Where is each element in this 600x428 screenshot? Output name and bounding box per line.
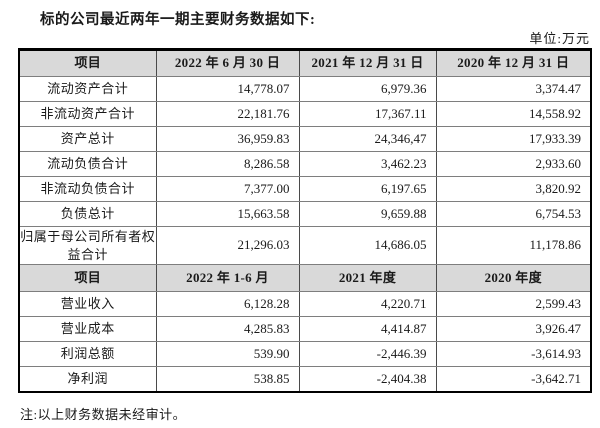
value-cell: 17,933.39 [435, 126, 592, 152]
table-row: 营业成本 4,285.83 4,414.87 3,926.47 [18, 316, 592, 343]
value-cell: -2,404.38 [298, 366, 437, 393]
value-cell: 3,926.47 [435, 316, 592, 343]
table-row: 负债总计 15,663.58 9,659.88 6,754.53 [18, 201, 592, 227]
row-label: 利润总额 [18, 341, 157, 368]
balance-sheet-header-row: 项目 2022 年 6 月 30 日 2021 年 12 月 31 日 2020… [18, 49, 592, 77]
row-label: 负债总计 [18, 201, 157, 227]
value-cell: 17,367.11 [298, 101, 437, 127]
row-label: 营业成本 [18, 316, 157, 343]
value-cell: 22,181.76 [155, 101, 300, 127]
row-label: 净利润 [18, 366, 157, 393]
income-statement-header-row: 项目 2022 年 1-6 月 2021 年度 2020 年度 [18, 264, 592, 293]
row-label: 流动资产合计 [18, 76, 157, 102]
value-cell: 14,686.05 [298, 225, 437, 266]
table-row: 流动资产合计 14,778.07 6,979.36 3,374.47 [18, 76, 592, 102]
row-label: 归属于母公司所有者权益合计 [18, 225, 157, 266]
column-header: 2022 年 6 月 30 日 [155, 49, 300, 77]
value-cell: 539.90 [155, 341, 300, 368]
table-row: 营业收入 6,128.28 4,220.71 2,599.43 [18, 291, 592, 318]
table-row: 非流动负债合计 7,377.00 6,197.65 3,820.92 [18, 176, 592, 202]
value-cell: 21,296.03 [155, 225, 300, 266]
column-header: 2022 年 1-6 月 [155, 264, 300, 293]
value-cell: 11,178.86 [435, 225, 592, 266]
value-cell: 2,599.43 [435, 291, 592, 318]
table-row: 非流动资产合计 22,181.76 17,367.11 14,558.92 [18, 101, 592, 127]
table-row: 净利润 538.85 -2,404.38 -3,642.71 [18, 366, 592, 393]
value-cell: 6,979.36 [298, 76, 437, 102]
column-header: 2020 年 12 月 31 日 [435, 49, 592, 77]
value-cell: 24,346,47 [298, 126, 437, 152]
value-cell: 3,374.47 [435, 76, 592, 102]
value-cell: 9,659.88 [298, 201, 437, 227]
value-cell: -3,642.71 [435, 366, 592, 393]
row-label: 非流动负债合计 [18, 176, 157, 202]
table-row: 归属于母公司所有者权益合计 21,296.03 14,686.05 11,178… [18, 225, 592, 266]
table-row: 流动负债合计 8,286.58 3,462.23 2,933.60 [18, 151, 592, 177]
value-cell: -2,446.39 [298, 341, 437, 368]
financial-data-table: 项目 2022 年 6 月 30 日 2021 年 12 月 31 日 2020… [18, 48, 592, 393]
value-cell: 14,558.92 [435, 101, 592, 127]
value-cell: 4,220.71 [298, 291, 437, 318]
page-title: 标的公司最近两年一期主要财务数据如下: [40, 12, 316, 28]
value-cell: 4,285.83 [155, 316, 300, 343]
value-cell: 36,959.83 [155, 126, 300, 152]
value-cell: 8,286.58 [155, 151, 300, 177]
value-cell: 15,663.58 [155, 201, 300, 227]
value-cell: 4,414.87 [298, 316, 437, 343]
value-cell: 3,820.92 [435, 176, 592, 202]
unit-label: 单位:万元 [529, 31, 590, 46]
column-header: 2021 年度 [298, 264, 437, 293]
value-cell: -3,614.93 [435, 341, 592, 368]
value-cell: 6,128.28 [155, 291, 300, 318]
value-cell: 6,197.65 [298, 176, 437, 202]
column-header: 2021 年 12 月 31 日 [298, 49, 437, 77]
table-row: 利润总额 539.90 -2,446.39 -3,614.93 [18, 341, 592, 368]
value-cell: 14,778.07 [155, 76, 300, 102]
column-header: 2020 年度 [435, 264, 592, 293]
column-header: 项目 [18, 264, 157, 293]
value-cell: 3,462.23 [298, 151, 437, 177]
value-cell: 7,377.00 [155, 176, 300, 202]
value-cell: 6,754.53 [435, 201, 592, 227]
row-label: 流动负债合计 [18, 151, 157, 177]
row-label: 营业收入 [18, 291, 157, 318]
value-cell: 538.85 [155, 366, 300, 393]
value-cell: 2,933.60 [435, 151, 592, 177]
footnote: 注:以上财务数据未经审计。 [20, 407, 187, 422]
column-header: 项目 [18, 49, 157, 77]
table-row: 资产总计 36,959.83 24,346,47 17,933.39 [18, 126, 592, 152]
row-label: 非流动资产合计 [18, 101, 157, 127]
row-label: 资产总计 [18, 126, 157, 152]
